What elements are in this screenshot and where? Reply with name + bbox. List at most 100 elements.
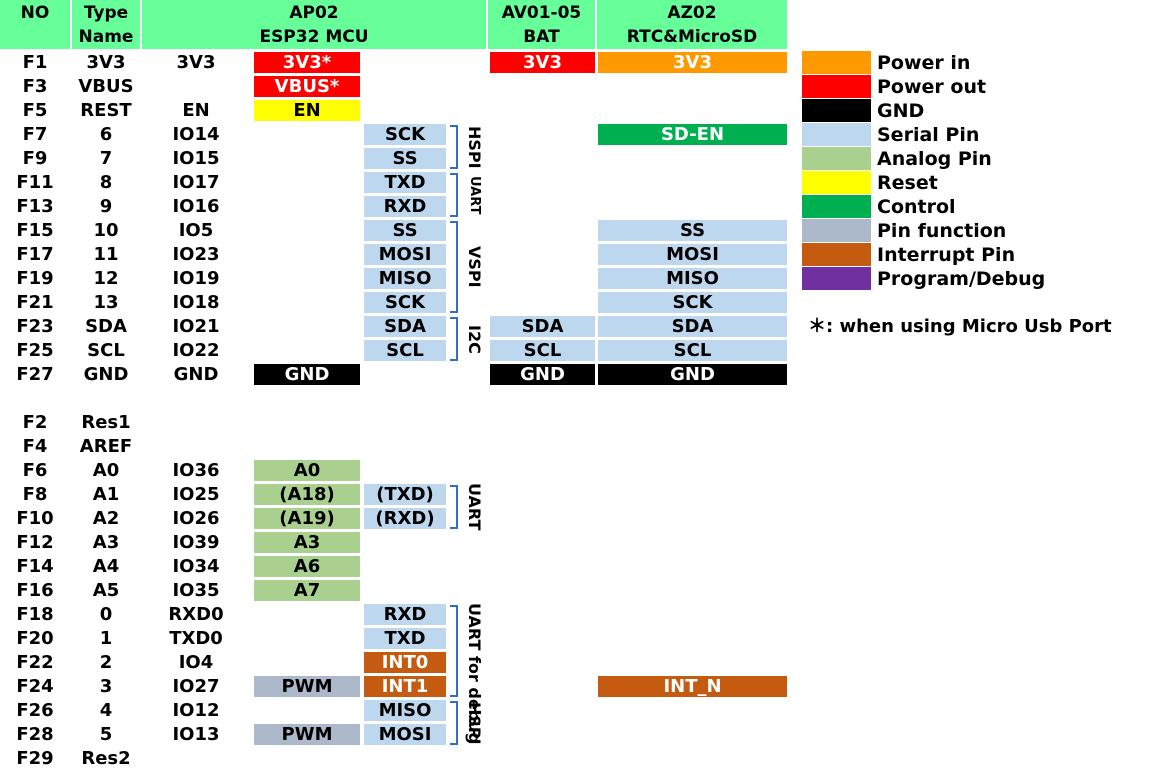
pin-no: F18	[16, 604, 54, 625]
group-bracket	[450, 317, 458, 361]
pin-io: IO16	[172, 196, 220, 217]
header-av01-title: AV01-05	[501, 2, 582, 23]
header-ap02-title: AP02	[289, 2, 339, 23]
header-az02-subtitle: RTC&MicroSD	[626, 26, 758, 47]
pin-no: F13	[16, 196, 54, 217]
pin-type: A1	[92, 484, 120, 505]
pin-cell-az-serial: MOSI	[598, 244, 787, 265]
pin-type: GND	[83, 364, 129, 385]
pin-type: Res1	[81, 412, 131, 433]
pin-cell-ap2-serial: MOSI	[364, 724, 446, 745]
pin-io	[142, 75, 250, 99]
pin-type: 6	[99, 124, 113, 145]
pin-cell-ap2-serial: TXD	[364, 172, 446, 193]
pin-no: F10	[16, 508, 54, 529]
pin-cell-ap1-analog: A6	[254, 556, 360, 577]
header-no: NO	[0, 0, 70, 49]
pin-cell-ap1-reset: EN	[254, 100, 360, 121]
group-bracket	[450, 485, 458, 529]
pin-no: F23	[16, 316, 54, 337]
pin-type: 5	[99, 724, 113, 745]
pin-cell-ap1-pin_function: PWM	[254, 676, 360, 697]
pin-cell-ap2-serial: SS	[364, 148, 446, 169]
legend-label: Program/Debug	[877, 268, 1046, 290]
group-label: UART for debug	[465, 603, 484, 744]
header-az02: AZ02 RTC&MicroSD	[597, 0, 787, 49]
pin-no: F3	[22, 76, 48, 97]
pin-cell-ap2-serial: (RXD)	[364, 508, 446, 529]
pin-type: A5	[92, 580, 120, 601]
legend-swatch-gnd	[802, 99, 871, 122]
pin-cell-ap2-serial: (TXD)	[364, 484, 446, 505]
pin-type: SCL	[87, 340, 125, 361]
pin-type: VBUS	[78, 76, 134, 97]
pin-io: IO4	[178, 652, 214, 673]
header-av01: AV01-05 BAT	[488, 0, 595, 49]
pin-cell-ap1-analog: A7	[254, 580, 360, 601]
header-type-name: Type Name	[72, 0, 140, 49]
pin-type: 3V3	[86, 52, 126, 73]
pin-no: F19	[16, 268, 54, 289]
pin-io: IO25	[172, 484, 220, 505]
pin-no: F2	[22, 412, 48, 433]
pin-cell-ap2-serial: TXD	[364, 628, 446, 649]
pin-type: 1	[99, 628, 113, 649]
pin-type: A3	[92, 532, 120, 553]
legend-swatch-serial	[802, 123, 871, 146]
pin-cell-ap1-analog: A3	[254, 532, 360, 553]
pin-type: 10	[93, 220, 119, 241]
legend-swatch-power-in	[802, 51, 871, 74]
pin-type: 4	[99, 700, 113, 721]
pin-cell-az-serial: SDA	[598, 316, 787, 337]
pin-type: 0	[99, 604, 113, 625]
legend-label: Reset	[877, 172, 938, 194]
pin-io: 3V3	[176, 52, 216, 73]
pin-type: 3	[99, 676, 113, 697]
pin-cell-av-serial: SCL	[490, 340, 595, 361]
pin-no: F9	[22, 148, 48, 169]
legend-label: Power out	[877, 76, 987, 98]
pin-cell-az-power_in: 3V3	[598, 52, 787, 73]
pin-cell-ap1-gnd: GND	[254, 364, 360, 385]
pin-type: A4	[92, 556, 120, 577]
pin-type: 12	[93, 268, 119, 289]
pin-no: F8	[22, 484, 48, 505]
group-bracket	[450, 173, 458, 217]
pin-cell-ap2-serial: MOSI	[364, 244, 446, 265]
header-av01-subtitle: BAT	[523, 26, 560, 47]
pin-no: F1	[22, 52, 48, 73]
pin-cell-ap1-analog: A0	[254, 460, 360, 481]
pin-cell-ap2-serial: MISO	[364, 700, 446, 721]
header-no-label: NO	[20, 2, 50, 23]
pin-cell-ap2-interrupt: INT1	[364, 676, 446, 697]
group-label: UART	[465, 483, 484, 531]
pin-cell-az-interrupt: INT_N	[598, 676, 787, 697]
pin-cell-av-serial: SDA	[490, 316, 595, 337]
pin-io: IO14	[172, 124, 220, 145]
pin-io: EN	[182, 100, 210, 121]
pin-type: 2	[99, 652, 113, 673]
legend-label: Interrupt Pin	[877, 244, 1016, 266]
header-type-label: Type	[83, 2, 129, 23]
pin-io	[142, 387, 250, 411]
legend-label: Analog Pin	[877, 148, 992, 170]
pin-no: F26	[16, 700, 54, 721]
pin-cell-ap2-serial: SS	[364, 220, 446, 241]
pin-cell-av-power_out: 3V3	[490, 52, 595, 73]
pin-no: F17	[16, 244, 54, 265]
pin-no: F28	[16, 724, 54, 745]
pin-io	[142, 435, 250, 459]
pin-type: 13	[93, 292, 119, 313]
pin-io: IO39	[172, 532, 220, 553]
pin-cell-az-control: SD-EN	[598, 124, 787, 145]
pin-io: TXD0	[169, 628, 223, 649]
pin-io: IO18	[172, 292, 220, 313]
pin-io: IO17	[172, 172, 220, 193]
pin-cell-ap2-serial: MISO	[364, 268, 446, 289]
legend-swatch-power-out	[802, 75, 871, 98]
pin-type: SDA	[85, 316, 127, 337]
pin-cell-av-gnd: GND	[490, 364, 595, 385]
pin-type	[72, 387, 140, 411]
pin-cell-az-serial: SS	[598, 220, 787, 241]
pin-type: Res2	[81, 748, 131, 769]
